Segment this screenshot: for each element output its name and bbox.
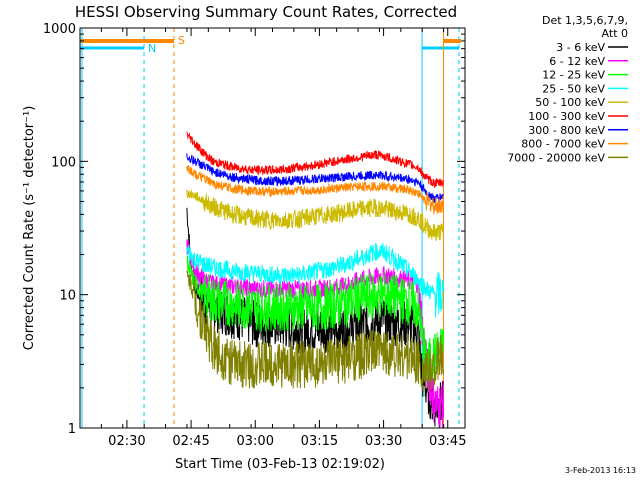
footer-date: 3-Feb-2013 16:13 [565,466,636,475]
series-line-8 [186,164,444,215]
y-tick-label: 1000 [43,22,76,37]
series-line-9 [186,270,444,392]
series-line-5 [186,189,444,242]
y-axis-label: Corrected Count Rate (s⁻¹ detector⁻¹) [22,106,37,351]
axes: 1 10 100 1000 02:30 02:45 03:00 03:15 03:30 03:45 [43,22,467,449]
chart-title: HESSI Observing Summary Count Rates, Cor… [75,3,457,21]
x-tick-label: 02:45 [172,434,209,449]
series-line-3 [186,255,444,382]
y-tick-label: 100 [51,155,76,170]
x-tick-label: 03:00 [237,434,274,449]
x-tick-label: 03:45 [429,434,466,449]
legend-title: Det 1,3,5,6,7,9, [542,14,628,27]
night-marker-label: N [148,42,156,55]
y-tick-label: 10 [59,289,76,304]
saa-marker-label: S [178,34,185,47]
legend-subtitle: Att 0 [602,27,628,40]
legend-label: 12 - 25 keV [542,69,605,82]
x-tick-label: 03:15 [301,434,338,449]
legend-label: 6 - 12 keV [549,55,605,68]
x-axis-label: Start Time (03-Feb-13 02:19:02) [175,457,385,472]
x-tick-label: 02:30 [108,434,145,449]
legend-label: 7000 - 20000 keV [507,151,605,164]
x-tick-label: 03:30 [365,434,402,449]
legend-label: 25 - 50 keV [542,82,605,95]
legend-label: 3 - 6 keV [556,41,605,54]
plot-area: NS [80,28,461,428]
legend-label: 300 - 800 keV [528,124,605,137]
legend-label: 100 - 300 keV [528,110,605,123]
series-line-6 [186,131,444,188]
y-tick-label: 1 [68,422,76,437]
series-line-7 [186,153,444,204]
legend-label: 50 - 100 keV [535,96,605,109]
series-line-4 [186,242,444,318]
legend-label: 800 - 7000 keV [521,138,605,151]
